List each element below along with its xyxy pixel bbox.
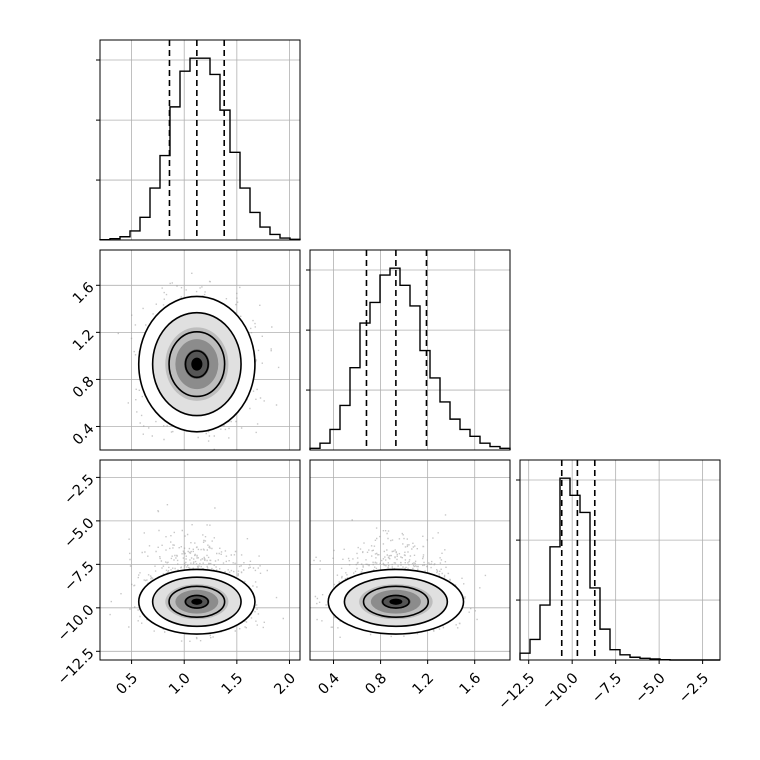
x-tick-label: −5.0 [633,670,669,706]
density-fill [191,598,203,605]
axes-background [310,250,510,450]
contour-level-1 [137,568,256,635]
scatter-panel-1-2 [99,249,301,451]
histogram-series [309,267,511,450]
axes-background [520,460,720,660]
contour-level-4 [184,594,210,609]
contour-level-2 [343,576,449,628]
contour-level-3 [168,330,226,398]
x-tick-label: 1.6 [457,670,485,698]
contour-level-3 [362,585,430,618]
hist-panel-2 [306,249,511,451]
axes-frame [99,249,301,451]
y-tick-label: −2.5 [61,472,97,508]
axes-frame [99,39,301,241]
x-tick-label: −12.5 [496,670,539,713]
contour-level-2 [151,576,242,628]
y-tick-label: −5.0 [61,515,97,551]
axes-frame [99,459,301,661]
y-tick-label: 1.6 [70,280,98,308]
y-tick-label: 0.8 [70,374,98,402]
x-tick-label: 2.0 [271,670,299,698]
x-tick-label: −10.0 [539,670,582,713]
contour-level-3 [168,585,226,618]
x-tick-label: 0.4 [316,670,344,698]
x-tick-label: −7.5 [589,670,625,706]
x-tick-label: 1.2 [410,670,438,698]
x-tick-label: 0.5 [114,670,142,698]
axes-frame [309,459,511,661]
histogram-series [99,57,301,241]
y-tick-label: −7.5 [61,559,97,595]
contour-level-4 [381,594,410,609]
y-tick-label: 0.4 [70,421,98,449]
scatter-panel-2-3 [309,459,511,661]
contour-level-1 [327,568,465,635]
contour-level-1 [137,295,256,433]
hist-panel-1 [96,39,301,241]
axes-frame [309,249,511,451]
x-tick-label: 0.8 [363,670,391,698]
x-tick-label: −2.5 [676,670,712,706]
y-tick-label: −12.5 [55,646,98,689]
density-fill [191,357,203,371]
axes-frame [519,459,721,661]
density-fill [389,598,403,605]
x-tick-label: 1.0 [166,670,194,698]
x-tick-label: 1.5 [219,670,247,698]
y-tick-label: −10.0 [55,602,98,645]
y-tick-label: 1.2 [70,327,98,355]
contour-level-4 [184,350,210,379]
axes-background [100,40,300,240]
hist-panel-3 [516,459,721,661]
scatter-panel-1-3 [99,459,301,661]
contour-level-2 [151,311,242,417]
